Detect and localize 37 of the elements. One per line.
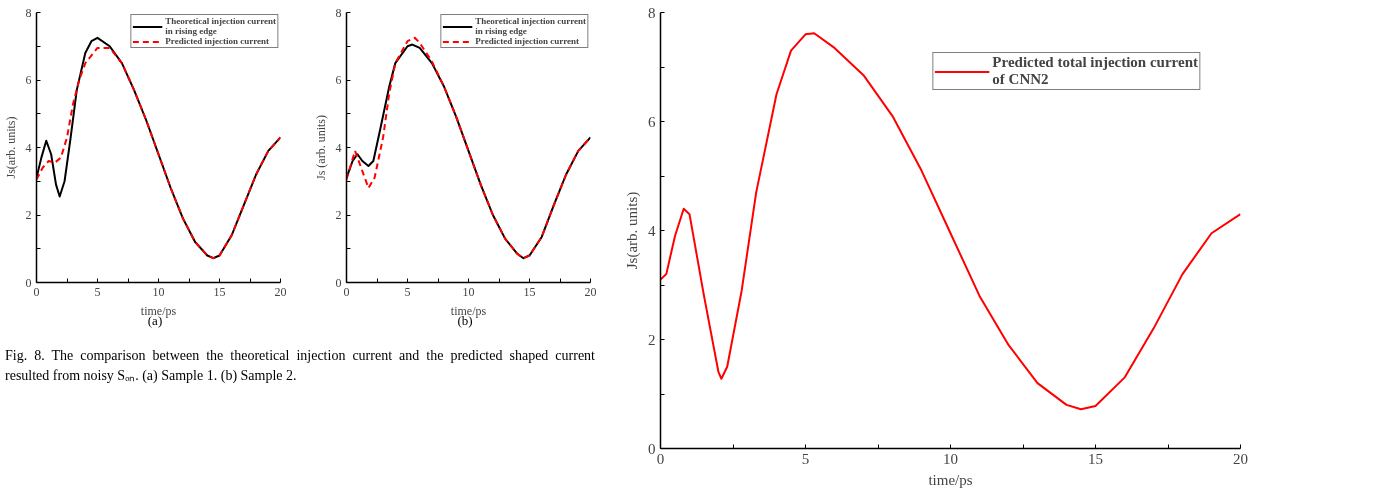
y-tick-label: 2 — [648, 331, 656, 348]
x-tick-label: 5 — [94, 284, 101, 299]
y-tick-label: 8 — [335, 5, 342, 20]
y-tick-label: 8 — [648, 4, 656, 21]
x-axis-title: time/ps — [928, 471, 973, 488]
x-tick-label: 20 — [584, 284, 597, 299]
legend-label: Theoretical injection current in rising edge — [165, 16, 276, 36]
legend-label: Theoretical injection current in rising edge — [475, 16, 586, 36]
y-tick-label: 4 — [25, 140, 32, 155]
y-tick-label: 4 — [335, 140, 342, 155]
y-tick-label: 4 — [648, 222, 656, 239]
x-axis-title: time/ps — [140, 303, 177, 318]
y-tick-label: 6 — [648, 113, 656, 130]
line-series — [660, 32, 1241, 411]
x-tick-label: 15 — [213, 284, 226, 299]
y-tick-label: 2 — [25, 208, 32, 222]
x-tick-label: 15 — [1088, 450, 1103, 467]
x-tick-label: 20 — [1233, 450, 1248, 467]
legend-label: Predicted injection current — [475, 36, 579, 46]
x-tick-label: 10 — [943, 450, 958, 467]
legend-label: Predicted injection current — [165, 36, 269, 46]
y-tick-label: 6 — [335, 73, 342, 87]
x-tick-label: 10 — [152, 284, 165, 299]
x-tick-label: 20 — [274, 284, 287, 299]
x-tick-label: 10 — [462, 284, 475, 299]
x-tick-label: 15 — [523, 284, 536, 299]
y-tick-label: 6 — [25, 73, 32, 87]
y-tick-label: 2 — [335, 208, 342, 222]
caption: Fig. 8. The comparison between the theoretical injection current and the predicted shaped current resulted from noisy Sₒₙ. (a) Sample 1. (b) Sample 2. — [5, 346, 595, 385]
y-axis-title: Js (arb. units) — [313, 115, 328, 180]
x-tick-label: 5 — [404, 284, 411, 299]
x-axis-title: time/ps — [450, 303, 487, 318]
y-tick-label: 8 — [25, 5, 32, 20]
x-tick-label: 5 — [801, 450, 810, 467]
y-axis-title: Js(arb. units) — [3, 116, 18, 179]
y-axis-title: Js(arb. units) — [624, 191, 641, 270]
legend-label: Predicted total injection current of CNN2 — [992, 54, 1198, 88]
